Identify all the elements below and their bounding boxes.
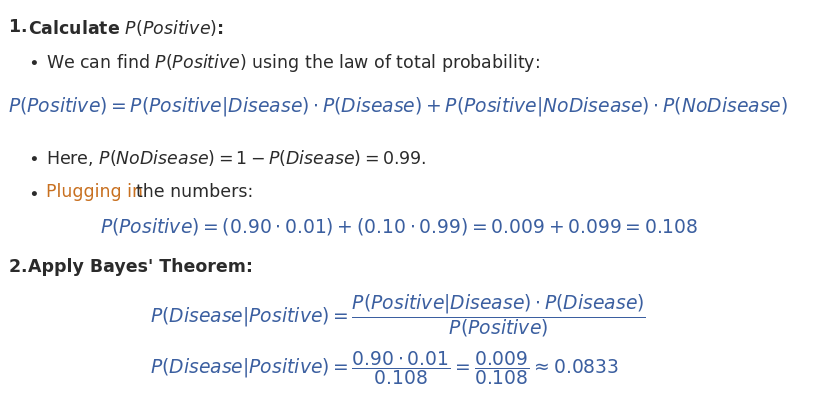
Text: $\bullet$: $\bullet$ [28,52,38,70]
Text: We can find $\mathit{P(Positive)}$ using the law of total probability:: We can find $\mathit{P(Positive)}$ using… [46,52,540,74]
Text: Here, $\mathit{P(NoDisease)} = 1 - \mathit{P(Disease)} = 0.99.$: Here, $\mathit{P(NoDisease)} = 1 - \math… [46,148,426,168]
Text: Apply Bayes' Theorem:: Apply Bayes' Theorem: [28,258,253,276]
Text: $\mathit{P(Positive)} = \mathit{P(Positive|Disease)} \cdot \mathit{P(Disease)} +: $\mathit{P(Positive)} = \mathit{P(Positi… [8,95,788,118]
Text: $\mathit{P(Disease|Positive)} = \dfrac{\mathit{P(Positive|Disease)} \cdot \mathi: $\mathit{P(Disease|Positive)} = \dfrac{\… [150,292,646,339]
Text: $\mathbf{2.}$: $\mathbf{2.}$ [8,258,27,276]
Text: Calculate $\mathit{P(Positive)}$:: Calculate $\mathit{P(Positive)}$: [28,18,224,38]
Text: $\mathit{P(Disease|Positive)} = \dfrac{0.90 \cdot 0.01}{0.108} = \dfrac{0.009}{0: $\mathit{P(Disease|Positive)} = \dfrac{0… [150,349,619,387]
Text: the numbers:: the numbers: [136,183,253,201]
Text: $\bullet$: $\bullet$ [28,148,38,166]
Text: Plugging in: Plugging in [46,183,143,201]
Text: $\mathit{P(Positive)} = (0.90 \cdot 0.01) + (0.10 \cdot 0.99) = 0.009 + 0.099 = : $\mathit{P(Positive)} = (0.90 \cdot 0.01… [100,216,699,237]
Text: $\bullet$: $\bullet$ [28,183,38,201]
Text: $\mathbf{1.}$: $\mathbf{1.}$ [8,18,27,36]
